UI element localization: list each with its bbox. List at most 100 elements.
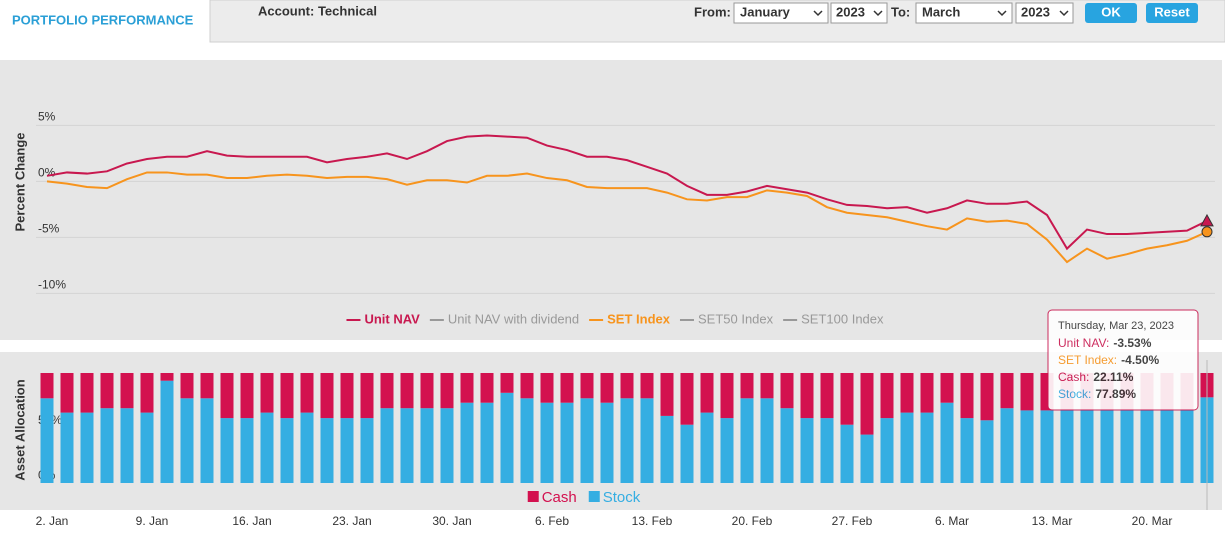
bar-segment bbox=[800, 373, 814, 419]
tooltip-label: Stock: bbox=[1058, 387, 1091, 401]
ok-label: OK bbox=[1101, 4, 1121, 19]
tab[interactable]: PORTFOLIO PERFORMANCE bbox=[12, 12, 194, 27]
to-year-select[interactable] bbox=[1015, 2, 1074, 24]
x-tick-label: 27. Feb bbox=[832, 514, 873, 528]
bar-segment bbox=[480, 373, 494, 403]
bar-segment bbox=[1020, 410, 1034, 483]
from-year-select[interactable] bbox=[830, 2, 888, 24]
bar-segment bbox=[680, 424, 694, 483]
bar-segment bbox=[600, 402, 614, 483]
bar-segment bbox=[440, 408, 454, 483]
bar-segment bbox=[820, 418, 834, 483]
x-tick-label: 6. Feb bbox=[535, 514, 569, 528]
bar-segment bbox=[640, 373, 654, 399]
bar-segment bbox=[640, 398, 654, 483]
bar-segment bbox=[200, 373, 214, 399]
bar-segment bbox=[320, 373, 334, 419]
bar-segment bbox=[420, 373, 434, 409]
bar-segment bbox=[280, 373, 294, 419]
bar-segment bbox=[600, 373, 614, 403]
tooltip-row: SET Index: -4.50% bbox=[1058, 353, 1160, 367]
bar-segment bbox=[220, 373, 234, 419]
bar-segment bbox=[60, 412, 74, 483]
bar-segment bbox=[880, 418, 894, 483]
bar-segment bbox=[220, 418, 234, 483]
bar-segment bbox=[580, 398, 594, 483]
bar-segment bbox=[460, 373, 474, 403]
bar-segment bbox=[80, 412, 94, 483]
bar-segment bbox=[1040, 410, 1054, 483]
dropdown-arrow bbox=[873, 10, 883, 17]
bar-segment bbox=[700, 373, 714, 413]
bar-segment bbox=[180, 398, 194, 483]
tooltip-value: -4.50% bbox=[1121, 353, 1159, 367]
y-tick-label: -10% bbox=[38, 278, 66, 292]
bar-segment bbox=[540, 373, 554, 403]
bar-segment bbox=[560, 402, 574, 483]
bar-segment bbox=[160, 373, 174, 381]
legend-label: SET100 Index bbox=[801, 311, 884, 326]
reset-label: Reset bbox=[1154, 4, 1190, 19]
line-panel bbox=[0, 60, 1222, 340]
x-tick-label: 20. Mar bbox=[1132, 514, 1173, 528]
bar-segment bbox=[460, 402, 474, 483]
bar-segment bbox=[500, 392, 514, 483]
marker bbox=[1200, 213, 1214, 227]
line bbox=[46, 134, 1208, 251]
legend: Unit NAV Unit NAV with dividend SET Index S… bbox=[346, 311, 884, 326]
tooltip-label: SET Index: bbox=[1058, 353, 1117, 367]
bar-segment bbox=[740, 398, 754, 483]
bar-segment bbox=[320, 418, 334, 483]
bar-segment bbox=[1020, 373, 1034, 411]
x-tick-label: 30. Jan bbox=[432, 514, 471, 528]
bar-segment bbox=[200, 398, 214, 483]
tooltip-label: Unit NAV: bbox=[1058, 336, 1109, 350]
bar-segment bbox=[1180, 410, 1194, 483]
bar-segment bbox=[100, 373, 114, 409]
bar-segment bbox=[240, 418, 254, 483]
from-month-select[interactable] bbox=[733, 2, 829, 24]
legend-label: Cash bbox=[542, 489, 577, 506]
reset-button[interactable] bbox=[1146, 3, 1198, 23]
legend-label: Unit NAV with dividend bbox=[448, 311, 579, 326]
y-axis-title: Percent Change bbox=[12, 133, 27, 232]
bar-segment bbox=[1160, 410, 1174, 483]
bar-segment bbox=[540, 402, 554, 483]
bar-segment bbox=[680, 373, 694, 425]
bar-segment bbox=[940, 373, 954, 403]
to-month-select[interactable] bbox=[915, 2, 1013, 24]
x-tick-label: 9. Jan bbox=[136, 514, 169, 528]
bar-segment bbox=[620, 373, 634, 399]
bar-segment bbox=[520, 398, 534, 483]
bar-segment bbox=[980, 373, 994, 421]
tooltip-value: 77.89% bbox=[1095, 387, 1136, 401]
to-year: 2023 bbox=[1021, 4, 1050, 19]
bar-segment bbox=[520, 373, 534, 399]
bar-segment bbox=[180, 373, 194, 399]
bar-segment bbox=[1060, 410, 1074, 483]
tooltip-row: Stock: 77.89% bbox=[1058, 387, 1136, 401]
bar-segment bbox=[860, 434, 874, 483]
bar-segment bbox=[360, 418, 374, 483]
bar-segment bbox=[340, 418, 354, 483]
legend-swatch bbox=[527, 491, 539, 502]
to-month: March bbox=[922, 4, 960, 19]
from-month: January bbox=[740, 4, 791, 19]
x-tick-label: 13. Mar bbox=[1032, 514, 1073, 528]
bar-segment bbox=[860, 373, 874, 435]
bar-segment bbox=[900, 373, 914, 413]
bar-segment bbox=[760, 373, 774, 399]
bar-segment bbox=[380, 408, 394, 483]
line bbox=[46, 171, 1208, 264]
x-tick-label: 23. Jan bbox=[332, 514, 371, 528]
y-tick-label: 5% bbox=[38, 110, 56, 124]
bar-segment bbox=[480, 402, 494, 483]
dropdown-arrow bbox=[813, 10, 823, 17]
bar-segment bbox=[740, 373, 754, 399]
bar-segment bbox=[780, 408, 794, 483]
ok-button[interactable] bbox=[1085, 3, 1137, 23]
bar-segment bbox=[40, 398, 54, 483]
bar-segment bbox=[760, 398, 774, 483]
bar-segment bbox=[140, 412, 154, 483]
